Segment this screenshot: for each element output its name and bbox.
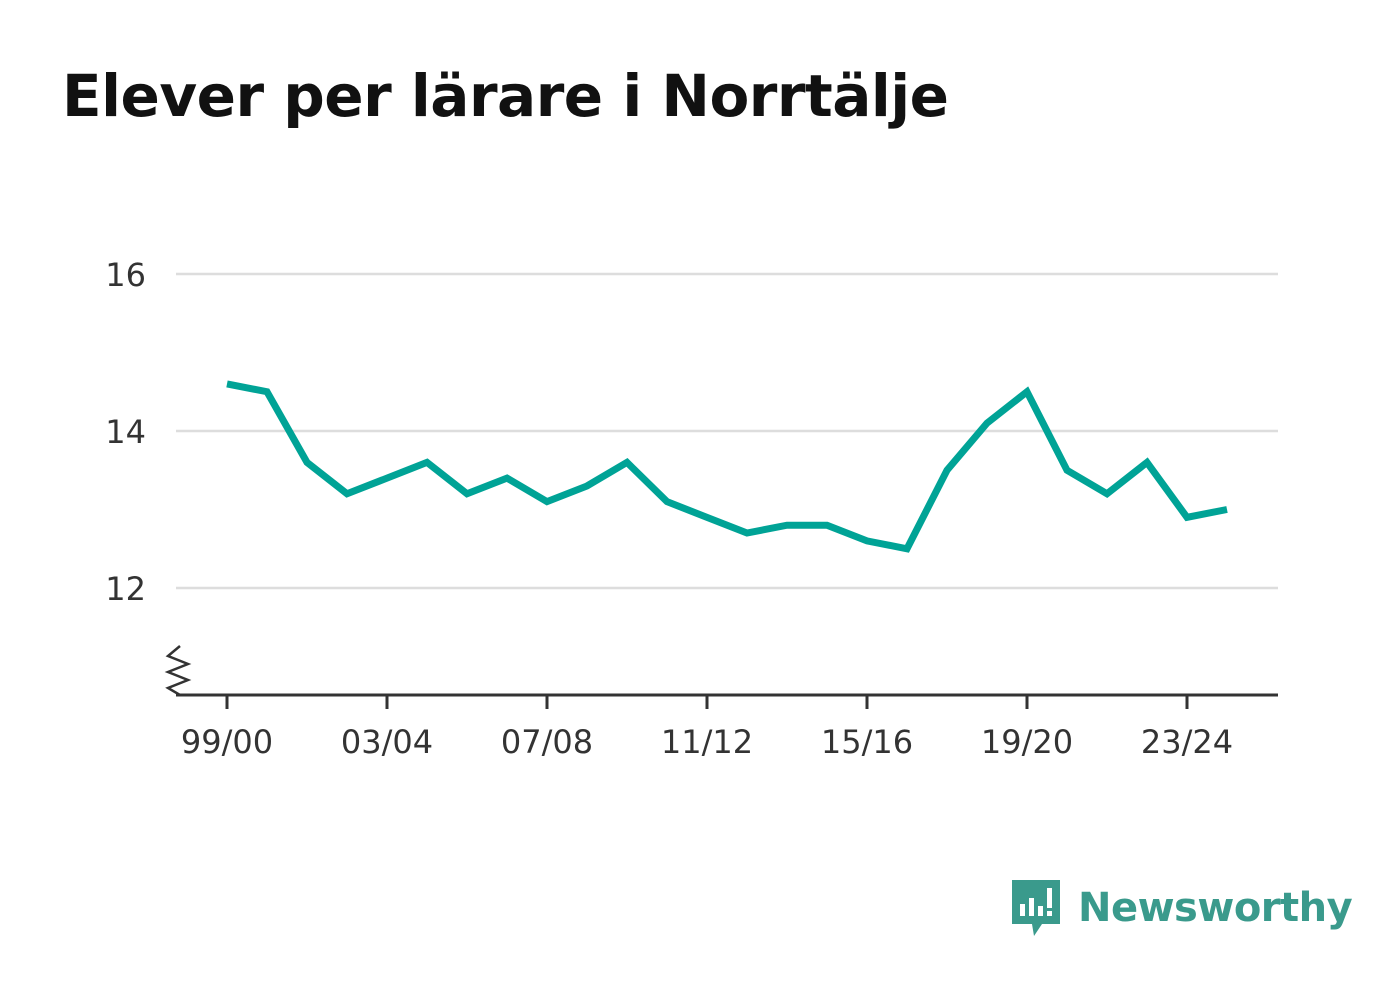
y-axis-ticks: 12 14 16 [105, 256, 146, 608]
x-tick-label-15/16: 15/16 [821, 723, 913, 761]
x-tick-label-19/20: 19/20 [981, 723, 1073, 761]
gridlines [176, 272, 1278, 590]
brand-logo: Newsworthy [1010, 878, 1353, 938]
brand-name: Newsworthy [1078, 885, 1353, 931]
series-line-0 [226, 380, 1228, 553]
x-tick-label-11/12: 11/12 [661, 723, 753, 761]
x-tick-label-07/08: 07/08 [501, 723, 593, 761]
x-tick-label-23/24: 23/24 [1141, 723, 1233, 761]
x-tick-label-99/00: 99/00 [181, 723, 273, 761]
y-tick-label-14: 14 [105, 413, 146, 451]
y-axis-break [164, 645, 192, 697]
x-axis-ticks: 99/00 03/04 07/08 11/12 15/16 19/20 23/24 [181, 695, 1233, 761]
y-tick-label-12: 12 [105, 570, 146, 608]
x-axis [164, 645, 1278, 697]
newsworthy-logo-icon [1012, 880, 1060, 936]
x-tick-label-03/04: 03/04 [341, 723, 433, 761]
series-layer [226, 380, 1228, 553]
y-tick-label-16: 16 [105, 256, 146, 294]
chart-title: Elever per lärare i Norrtälje [62, 62, 949, 130]
